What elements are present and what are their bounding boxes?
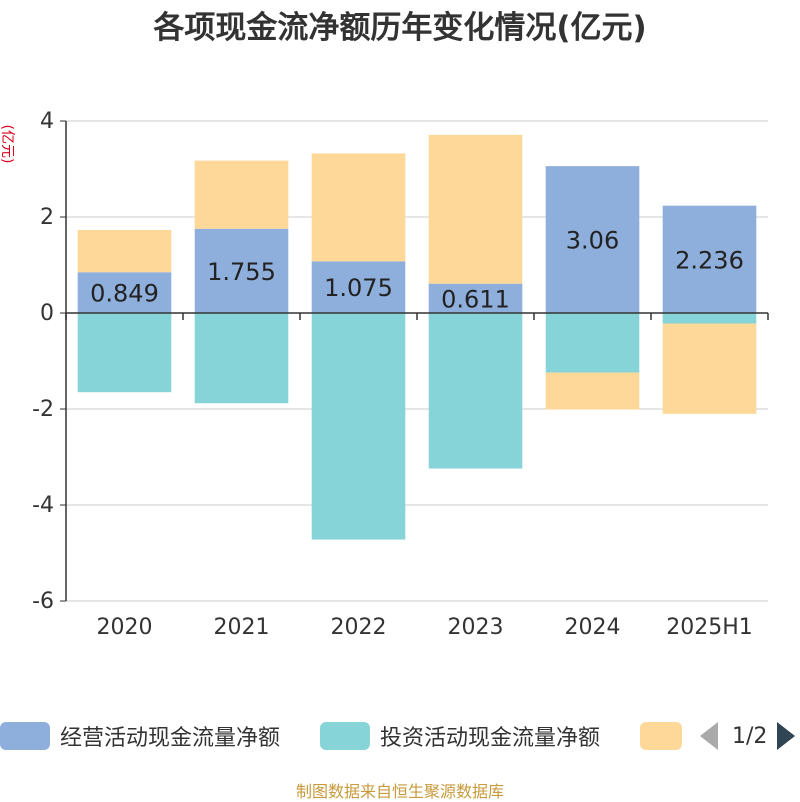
x-tick-label: 2022 [331, 615, 387, 640]
legend-pager: 1/2 [700, 716, 796, 756]
legend-swatch-financing [640, 722, 682, 750]
data-label: 0.611 [441, 285, 510, 313]
bar-2020-series-1[interactable] [77, 313, 172, 393]
data-label: 1.755 [207, 258, 276, 286]
x-tick-label: 2025H1 [666, 615, 753, 640]
x-tick-label: 2021 [214, 615, 270, 640]
bar-2024-series-1[interactable] [545, 313, 640, 373]
legend-item-investing[interactable]: 投资活动现金流量净额 [320, 716, 600, 756]
data-label: 3.06 [566, 227, 619, 255]
bar-2021-series-1[interactable] [194, 313, 289, 404]
data-label: 1.075 [324, 274, 393, 302]
x-tick-label: 2020 [97, 615, 153, 640]
source-footer: 制图数据来自恒生聚源数据库 [295, 782, 504, 801]
axis-layer: 4 2 0 -2 -4 -6 2020 2021 2022 2023 2024 2025H1 [32, 109, 769, 640]
legend-next-arrow-icon[interactable] [777, 722, 796, 750]
legend-prev-arrow-icon[interactable] [700, 722, 718, 750]
bar-2023-series-0[interactable] [428, 283, 523, 313]
data-label: 2.236 [675, 246, 744, 274]
bar-2020-series-0[interactable] [77, 272, 172, 313]
bar-2024-series-0[interactable] [545, 166, 640, 313]
legend-label-operating: 经营活动现金流量净额 [60, 726, 281, 751]
bar-2022-series-1[interactable] [311, 313, 406, 540]
y-tick-label: -4 [32, 493, 54, 518]
bar-2025H1-series-0[interactable] [662, 205, 757, 313]
x-tick-label: 2024 [565, 615, 621, 640]
bar-2024-series-2[interactable] [545, 372, 640, 410]
bar-2023-series-1[interactable] [428, 313, 523, 469]
chart-title: 各项现金流净额历年变化情况(亿元) [152, 10, 646, 46]
y-tick-label: 2 [40, 205, 54, 230]
y-tick-label: -6 [32, 589, 54, 614]
bar-2025H1-series-1[interactable] [662, 313, 757, 324]
legend-item-financing[interactable] [640, 716, 682, 756]
bar-2022-series-2[interactable] [311, 153, 406, 262]
bar-2021-series-2[interactable] [194, 160, 289, 229]
legend-item-operating[interactable]: 经营活动现金流量净额 [0, 716, 280, 756]
bar-2020-series-2[interactable] [77, 230, 172, 273]
bar-2023-series-2[interactable] [428, 134, 523, 284]
bar-2025H1-series-2[interactable] [662, 323, 757, 414]
data-label: 0.849 [90, 280, 159, 308]
legend-page-indicator: 1/2 [732, 723, 768, 749]
y-tick-label: -2 [32, 397, 54, 422]
bar-layer [77, 134, 757, 540]
legend-swatch-investing [320, 722, 370, 750]
bar-2022-series-0[interactable] [311, 261, 406, 313]
legend-swatch-operating [0, 722, 50, 750]
legend-label-investing: 投资活动现金流量净额 [380, 726, 601, 751]
y-tick-label: 4 [40, 109, 54, 134]
legend: 经营活动现金流量净额 投资活动现金流量净额 1/2 [0, 716, 800, 756]
x-tick-label: 2023 [448, 615, 504, 640]
label-layer: 0.849 1.755 1.075 0.611 3.06 2.236 [90, 227, 744, 314]
grid-layer [66, 120, 768, 602]
y-tick-label: 0 [40, 301, 54, 326]
bar-2021-series-0[interactable] [194, 228, 289, 313]
y-axis-label: (亿元) [0, 125, 15, 164]
